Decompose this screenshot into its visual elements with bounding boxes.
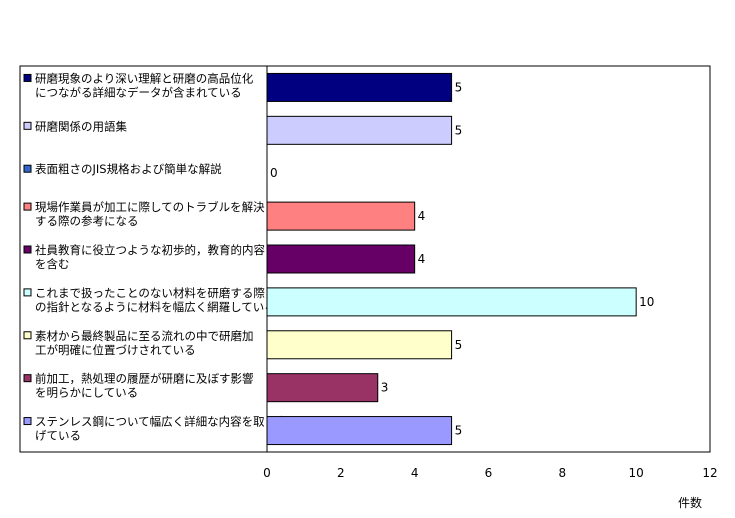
legend-swatch-8 xyxy=(23,374,32,383)
legend-label-4-line-2: する際の参考になる xyxy=(35,214,139,228)
legend-swatch-2 xyxy=(23,121,32,130)
legend-label-5-line-1: 社員教育に役立つような初歩的，教育的内容 xyxy=(35,243,265,257)
bar-9 xyxy=(266,416,453,446)
legend: 研磨現象のより深い理解と研磨の高品位化につながる詳細なデータが含まれている研磨関… xyxy=(23,71,288,443)
bar-8 xyxy=(266,373,379,403)
legend-label-5-line-2: を含む xyxy=(35,257,70,271)
legend-label-7-line-2: 工が明確に位置づけされている xyxy=(35,343,196,357)
legend-label-6-line-1: これまで扱ったことのない材料を研磨する際 xyxy=(35,286,265,300)
bar-6 xyxy=(266,287,637,317)
value-label-1: 5 xyxy=(455,80,463,94)
legend-swatch-3 xyxy=(23,164,32,173)
legend-label-7-line-1: 素材から最終製品に至る流れの中で研磨加 xyxy=(35,329,254,343)
bar-7 xyxy=(266,330,453,360)
value-label-3: 0 xyxy=(270,166,278,180)
value-label-7: 5 xyxy=(455,338,463,352)
legend-swatch-1 xyxy=(23,73,32,82)
x-tick-label-10: 10 xyxy=(629,466,644,480)
value-label-9: 5 xyxy=(455,424,463,438)
bar-1 xyxy=(266,72,453,102)
value-label-2: 5 xyxy=(455,123,463,137)
legend-label-9-line-2: げている xyxy=(35,429,81,443)
bars xyxy=(266,72,637,446)
value-label-5: 4 xyxy=(418,252,426,266)
x-tick-label-2: 2 xyxy=(337,466,345,480)
x-tick-label-4: 4 xyxy=(411,466,419,480)
x-tick-label-8: 8 xyxy=(559,466,567,480)
legend-swatch-4 xyxy=(23,202,32,211)
legend-label-6-line-2: の指針となるように材料を幅広く網羅している xyxy=(35,300,276,314)
legend-swatch-6 xyxy=(23,288,32,297)
value-labels: 5 5 0 4 4 10 5 3 5 xyxy=(270,80,654,437)
value-label-8: 3 xyxy=(381,381,389,395)
legend-label-4-line-1: 現場作業員が加工に際してのトラブルを解決 xyxy=(35,200,265,214)
bar-5 xyxy=(266,244,416,274)
legend-label-2-line-1: 研磨関係の用語集 xyxy=(35,119,127,133)
legend-swatch-7 xyxy=(23,331,32,340)
x-tick-label-0: 0 xyxy=(263,466,271,480)
bar-4 xyxy=(266,201,416,231)
legend-label-8-line-1: 前加工，熱処理の履歴が研磨に及ぼす影響 xyxy=(35,372,254,386)
value-label-6: 10 xyxy=(639,295,654,309)
bar-2 xyxy=(266,115,453,145)
legend-label-9-line-1: ステンレス鋼について幅広く詳細な内容を取り上 xyxy=(35,415,288,429)
x-tick-label-12: 12 xyxy=(702,466,717,480)
legend-label-3-line-1: 表面粗さのJIS規格および簡単な解説 xyxy=(35,162,222,176)
x-axis-label: 件数 xyxy=(678,495,702,510)
legend-swatch-9 xyxy=(23,417,32,426)
legend-box xyxy=(19,65,268,453)
x-tick-label-6: 6 xyxy=(485,466,493,480)
x-axis-ticks: 0 2 4 6 8 10 12 xyxy=(263,466,717,480)
value-label-4: 4 xyxy=(418,209,426,223)
legend-swatch-5 xyxy=(23,245,32,254)
legend-label-1-line-1: 研磨現象のより深い理解と研磨の高品位化 xyxy=(35,71,254,85)
legend-label-8-line-2: を明らかにしている xyxy=(35,386,138,400)
legend-label-1-line-2: につながる詳細なデータが含まれている xyxy=(35,85,242,99)
